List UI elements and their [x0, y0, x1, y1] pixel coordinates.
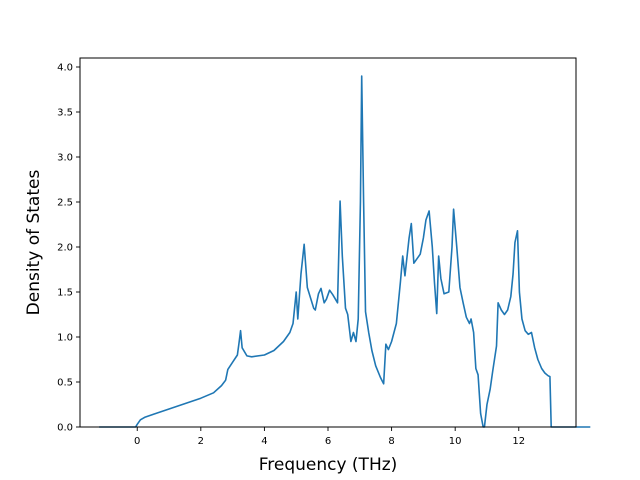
dos-line-series-0	[99, 75, 591, 428]
y-tick-label: 2.0	[57, 243, 73, 254]
y-tick-label: 2.5	[57, 198, 73, 209]
x-tick-label: 4	[261, 436, 267, 447]
y-tick-label: 0.5	[57, 378, 73, 389]
y-tick-label: 1.0	[57, 333, 73, 344]
y-axis-label: Density of States	[24, 170, 44, 316]
x-tick-label: 2	[198, 436, 204, 447]
y-tick-label: 3.0	[57, 153, 73, 164]
x-axis-label: Frequency (THz)	[259, 455, 398, 475]
x-tick-label: 10	[449, 436, 462, 447]
x-tick-label: 12	[512, 436, 525, 447]
x-tick-label: 0	[134, 436, 140, 447]
y-tick-label: 4.0	[57, 63, 73, 74]
plot-layer	[99, 75, 591, 428]
y-tick-label: 0.0	[57, 423, 73, 434]
y-tick-label: 3.5	[57, 108, 73, 119]
y-tick-label: 1.5	[57, 288, 73, 299]
x-tick-label: 6	[325, 436, 331, 447]
x-tick-label: 8	[388, 436, 394, 447]
ticks-layer: 0 2 4 6 8 10 12 0.0 0.5 1.0 1.5 2.0 2.5 3.0 3.5 4.0	[57, 63, 525, 448]
